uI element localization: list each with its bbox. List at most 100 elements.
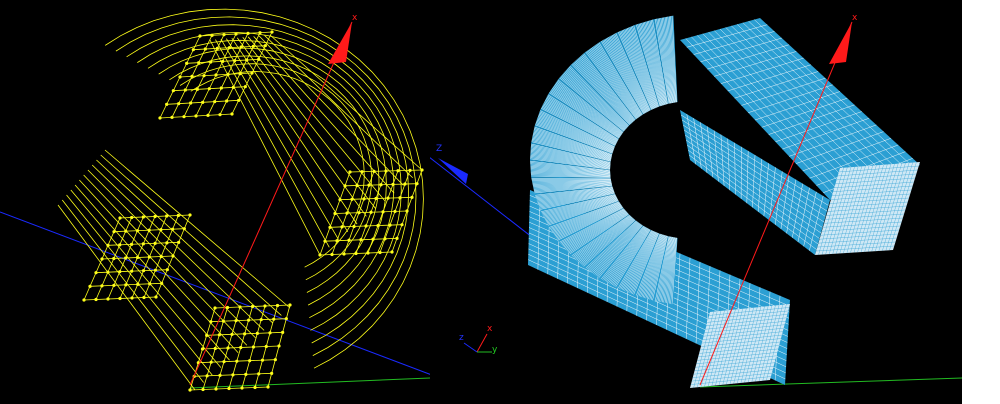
wire-node xyxy=(222,320,225,323)
wire-node xyxy=(206,114,209,117)
wire-node xyxy=(243,332,246,335)
wire-node xyxy=(142,296,145,299)
wire-node xyxy=(185,62,188,65)
axis-arrow-icon xyxy=(829,22,852,64)
wire-node xyxy=(369,211,372,214)
wire-node xyxy=(230,333,233,336)
wire-node xyxy=(233,59,236,62)
wire-node xyxy=(177,102,180,105)
wire-node xyxy=(194,114,197,117)
wire-node xyxy=(130,270,133,273)
wire-node xyxy=(248,359,251,362)
wire-node xyxy=(345,211,348,214)
mesh-view[interactable] xyxy=(420,16,962,388)
wire-node xyxy=(197,61,200,64)
wire-node xyxy=(410,196,413,199)
wire-node xyxy=(333,212,336,215)
wireframe-mesh xyxy=(58,9,424,392)
wire-node xyxy=(257,58,260,61)
wire-arc xyxy=(148,40,394,317)
wire-node xyxy=(112,257,115,260)
wire-node xyxy=(400,223,403,226)
wire-node xyxy=(130,216,133,219)
wire-node xyxy=(270,30,273,33)
wire-node xyxy=(210,361,213,364)
wire-node xyxy=(252,345,255,348)
wire-node xyxy=(234,319,237,322)
wire-node xyxy=(403,182,406,185)
hex-mesh xyxy=(528,16,920,388)
wire-node xyxy=(396,169,399,172)
wire-node xyxy=(231,373,234,376)
wire-node xyxy=(100,284,103,287)
wire-node xyxy=(340,225,343,228)
wire-node xyxy=(227,387,230,390)
wire-node xyxy=(171,254,174,257)
wire-node xyxy=(350,198,353,201)
wire-node xyxy=(136,283,139,286)
wire-node xyxy=(222,360,225,363)
wire-node xyxy=(379,183,382,186)
wire-node xyxy=(335,239,338,242)
wire-line xyxy=(88,170,256,338)
wire-node xyxy=(124,230,127,233)
wire-node xyxy=(142,242,145,245)
x-axis-label: x xyxy=(352,14,357,23)
wire-node xyxy=(328,226,331,229)
wire-node xyxy=(234,32,237,35)
wire-node xyxy=(381,210,384,213)
wire-node xyxy=(266,385,269,388)
wire-node xyxy=(256,332,259,335)
wire-node xyxy=(196,88,199,91)
wire-node xyxy=(148,255,151,258)
wire-node xyxy=(209,60,212,63)
wire-node xyxy=(106,271,109,274)
wire-node xyxy=(364,224,367,227)
wire-node xyxy=(170,116,173,119)
wire-node xyxy=(165,103,168,106)
x-axis-label: x xyxy=(852,14,857,23)
wire-node xyxy=(226,73,229,76)
wire-node xyxy=(154,295,157,298)
wire-node xyxy=(360,170,363,173)
wire-line xyxy=(254,36,395,193)
wire-node xyxy=(245,58,248,61)
wire-node xyxy=(398,196,401,199)
wire-node xyxy=(118,243,121,246)
wire-node xyxy=(118,297,121,300)
triad-z-label: z xyxy=(459,334,464,343)
wire-node xyxy=(124,256,127,259)
wire-node xyxy=(124,283,127,286)
wire-node xyxy=(244,373,247,376)
wire-node xyxy=(237,99,240,102)
wire-node xyxy=(130,243,133,246)
wire-node xyxy=(246,32,249,35)
wire-node xyxy=(354,252,357,255)
wire-node xyxy=(171,228,174,231)
wire-node xyxy=(384,169,387,172)
wire-line xyxy=(84,175,247,345)
wire-node xyxy=(357,211,360,214)
wire-node xyxy=(268,331,271,334)
wire-node xyxy=(272,318,275,321)
wire-node xyxy=(154,242,157,245)
wire-node xyxy=(258,31,261,34)
wire-node xyxy=(281,331,284,334)
wireframe-view[interactable] xyxy=(0,9,445,392)
wire-node xyxy=(188,388,191,391)
wire-node xyxy=(118,270,121,273)
wire-node xyxy=(362,197,365,200)
wire-node xyxy=(265,345,268,348)
y-axis-line xyxy=(190,378,430,388)
wire-line xyxy=(92,165,264,330)
wire-node xyxy=(214,347,217,350)
wire-node xyxy=(378,251,381,254)
wire-node xyxy=(226,306,229,309)
wire-node xyxy=(190,75,193,78)
wire-node xyxy=(338,198,341,201)
wire-node xyxy=(264,44,267,47)
wire-node xyxy=(372,170,375,173)
wire-node xyxy=(158,116,161,119)
wire-node xyxy=(178,75,181,78)
